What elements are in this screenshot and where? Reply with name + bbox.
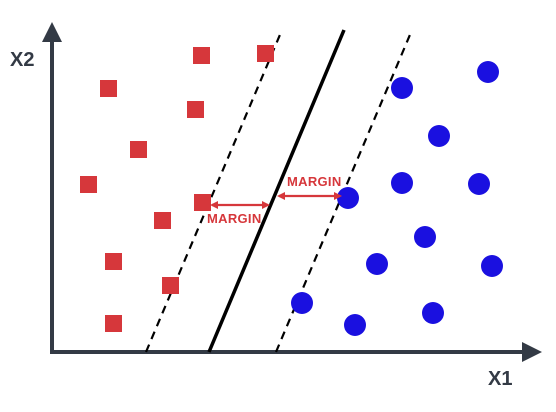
y-axis-arrow-icon (42, 22, 62, 42)
circle-point (291, 292, 313, 314)
left-margin-label: MARGIN (207, 211, 262, 226)
square-point (257, 45, 274, 62)
circle-point (481, 255, 503, 277)
square-point (105, 253, 122, 270)
class-b-points (291, 61, 503, 336)
square-point (105, 315, 122, 332)
square-point (100, 80, 117, 97)
right-margin-label: MARGIN (287, 174, 342, 189)
square-point (194, 194, 211, 211)
left-margin-line (144, 29, 284, 353)
circle-point (414, 226, 436, 248)
square-point (154, 212, 171, 229)
circle-point (391, 172, 413, 194)
circle-point (344, 314, 366, 336)
circle-point (366, 253, 388, 275)
margin-annotations: MARGIN MARGIN (207, 174, 342, 226)
axes (42, 22, 542, 362)
square-point (187, 101, 204, 118)
circle-point (337, 187, 359, 209)
x-axis-label: X1 (488, 368, 512, 390)
circle-point (391, 77, 413, 99)
circle-point (468, 173, 490, 195)
square-point (162, 277, 179, 294)
circle-point (422, 302, 444, 324)
x-axis-arrow-icon (522, 342, 542, 362)
hyperplane-line (207, 29, 346, 353)
decision-lines (144, 29, 414, 353)
square-point (80, 176, 97, 193)
class-a-points (80, 45, 274, 332)
circle-point (477, 61, 499, 83)
y-axis-label: X2 (10, 49, 34, 71)
circle-point (428, 125, 450, 147)
square-point (130, 141, 147, 158)
square-point (193, 47, 210, 64)
